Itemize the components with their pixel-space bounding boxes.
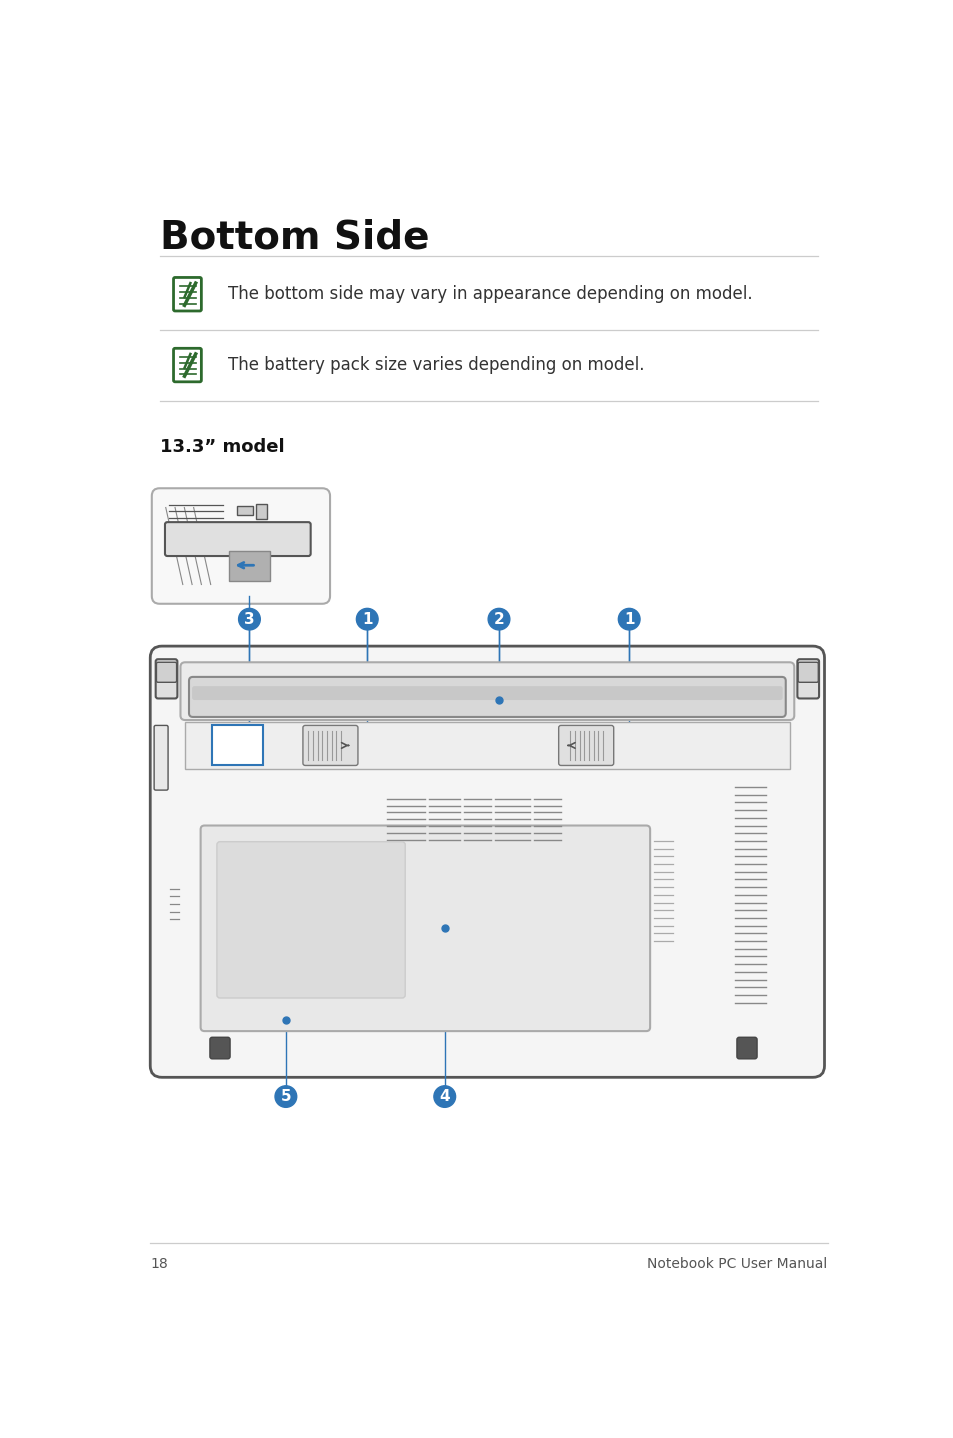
FancyBboxPatch shape — [156, 663, 176, 682]
FancyBboxPatch shape — [192, 686, 781, 700]
FancyBboxPatch shape — [797, 659, 819, 699]
Text: 2: 2 — [493, 611, 504, 627]
Bar — [212, 725, 262, 765]
Text: 13.3” model: 13.3” model — [159, 439, 284, 456]
FancyBboxPatch shape — [180, 663, 794, 720]
FancyBboxPatch shape — [798, 663, 818, 682]
FancyBboxPatch shape — [210, 1037, 230, 1058]
Circle shape — [434, 1086, 456, 1107]
Text: 18: 18 — [150, 1257, 168, 1271]
Text: 4: 4 — [439, 1089, 450, 1104]
Bar — [229, 551, 270, 581]
Text: 3: 3 — [244, 611, 254, 627]
FancyBboxPatch shape — [303, 725, 357, 765]
Text: 5: 5 — [280, 1089, 291, 1104]
Circle shape — [618, 608, 639, 630]
FancyBboxPatch shape — [165, 522, 311, 557]
FancyBboxPatch shape — [216, 841, 405, 998]
Text: Bottom Side: Bottom Side — [159, 219, 429, 257]
FancyBboxPatch shape — [150, 646, 823, 1077]
Circle shape — [274, 1086, 296, 1107]
Circle shape — [488, 608, 509, 630]
FancyBboxPatch shape — [173, 348, 201, 383]
FancyBboxPatch shape — [189, 677, 785, 718]
FancyBboxPatch shape — [152, 489, 330, 604]
Bar — [236, 506, 253, 515]
Text: The bottom side may vary in appearance depending on model.: The bottom side may vary in appearance d… — [228, 285, 752, 303]
FancyBboxPatch shape — [155, 659, 177, 699]
Text: The battery pack size varies depending on model.: The battery pack size varies depending o… — [228, 357, 643, 374]
Text: 1: 1 — [361, 611, 372, 627]
Circle shape — [238, 608, 260, 630]
Bar — [185, 722, 789, 769]
FancyBboxPatch shape — [173, 278, 201, 311]
Circle shape — [356, 608, 377, 630]
FancyBboxPatch shape — [558, 725, 613, 765]
FancyBboxPatch shape — [154, 725, 168, 789]
Bar — [256, 503, 267, 519]
FancyBboxPatch shape — [200, 825, 649, 1031]
Text: Notebook PC User Manual: Notebook PC User Manual — [647, 1257, 827, 1271]
Text: 1: 1 — [623, 611, 634, 627]
FancyBboxPatch shape — [736, 1037, 757, 1058]
